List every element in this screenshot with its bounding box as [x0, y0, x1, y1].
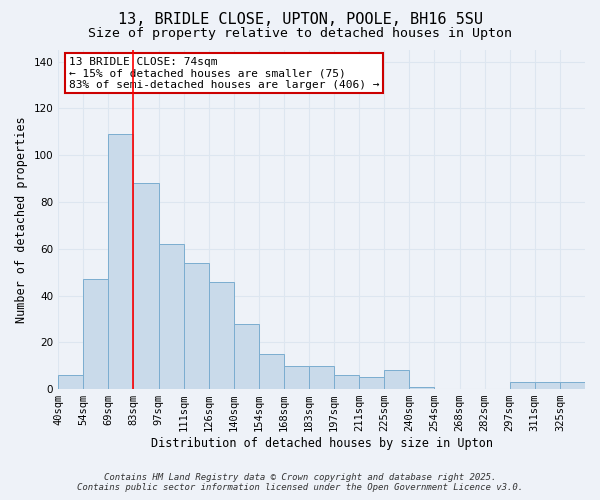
Bar	[385, 370, 409, 389]
Bar	[209, 282, 234, 389]
Bar	[510, 382, 535, 389]
Bar	[83, 279, 109, 389]
Bar	[109, 134, 133, 389]
Text: Size of property relative to detached houses in Upton: Size of property relative to detached ho…	[88, 28, 512, 40]
X-axis label: Distribution of detached houses by size in Upton: Distribution of detached houses by size …	[151, 437, 493, 450]
Bar	[133, 184, 158, 389]
Bar	[158, 244, 184, 389]
Text: Contains HM Land Registry data © Crown copyright and database right 2025.
Contai: Contains HM Land Registry data © Crown c…	[77, 473, 523, 492]
Bar	[259, 354, 284, 389]
Y-axis label: Number of detached properties: Number of detached properties	[15, 116, 28, 323]
Bar	[409, 386, 434, 389]
Bar	[234, 324, 259, 389]
Bar	[359, 378, 385, 389]
Bar	[284, 366, 309, 389]
Bar	[309, 366, 334, 389]
Bar	[560, 382, 585, 389]
Bar	[334, 375, 359, 389]
Bar	[58, 375, 83, 389]
Text: 13, BRIDLE CLOSE, UPTON, POOLE, BH16 5SU: 13, BRIDLE CLOSE, UPTON, POOLE, BH16 5SU	[118, 12, 482, 28]
Bar	[184, 263, 209, 389]
Bar	[535, 382, 560, 389]
Text: 13 BRIDLE CLOSE: 74sqm
← 15% of detached houses are smaller (75)
83% of semi-det: 13 BRIDLE CLOSE: 74sqm ← 15% of detached…	[69, 57, 379, 90]
